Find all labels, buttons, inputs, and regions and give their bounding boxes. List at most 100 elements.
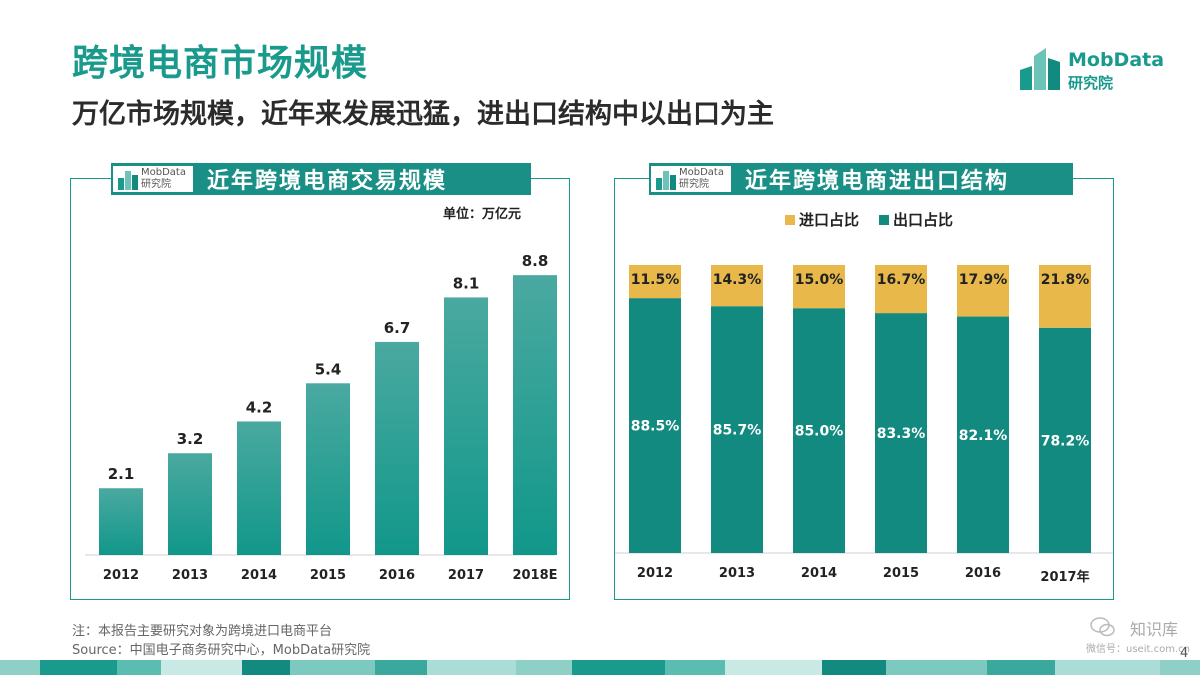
wechat-icon (1090, 617, 1115, 637)
panel-title: 近年跨境电商交易规模 (207, 169, 448, 194)
bar-value-label: 3.2 (177, 430, 204, 448)
page-subtitle: 万亿市场规模，近年来发展迅猛，进出口结构中以出口为主 (72, 99, 774, 130)
import-value-label: 15.0% (795, 272, 844, 288)
strip-segment (1160, 660, 1200, 675)
strip-segment (1055, 660, 1160, 675)
watermark-name: 知识库 (1130, 620, 1179, 639)
import-bar-2013 (711, 265, 763, 307)
strip-segment (40, 660, 117, 675)
panel-header: MobData研究院 近年跨境电商进出口结构 (649, 163, 1073, 195)
panel-brand: MobData研究院 (141, 167, 186, 190)
strip-segment (987, 660, 1055, 675)
export-bar-2012 (629, 298, 681, 553)
x-tick-label: 2015 (883, 566, 919, 581)
strip-segment (822, 660, 886, 675)
source-note: Source：中国电子商务研究中心，MobData研究院 (72, 643, 371, 658)
panel-logo: MobData研究院 (651, 166, 731, 192)
x-tick-label: 2014 (801, 566, 837, 581)
x-tick-label: 2013 (719, 566, 755, 581)
import-value-label: 16.7% (877, 272, 926, 288)
bottom-decor-strip (0, 660, 1200, 675)
export-bar-2013 (711, 306, 763, 553)
panel-logo: MobData研究院 (113, 166, 193, 192)
x-tick-label: 2012 (103, 568, 139, 583)
bar-value-label: 4.2 (246, 398, 273, 416)
export-value-label: 82.1% (959, 428, 1008, 444)
bar-value-label: 6.7 (384, 319, 411, 337)
strip-segment (665, 660, 725, 675)
strip-segment (242, 660, 290, 675)
x-tick-label: 2012 (637, 566, 673, 581)
import-value-label: 21.8% (1041, 272, 1090, 288)
watermark: 知识库 微信号：useit.com.cn (1086, 614, 1196, 655)
bar-value-label: 8.8 (522, 252, 549, 270)
export-value-label: 85.7% (713, 423, 762, 439)
logo-subtext: 研究院 (1068, 74, 1114, 92)
page-title: 跨境电商市场规模 (72, 43, 369, 84)
import-bar-2012 (629, 265, 681, 299)
panel-brand: MobData研究院 (679, 167, 724, 190)
x-tick-label: 2018E (512, 568, 557, 583)
export-bar-2016 (957, 316, 1009, 553)
strip-segment (572, 660, 665, 675)
legend-swatch (785, 215, 795, 225)
bar-2014 (237, 421, 281, 555)
panel-title: 近年跨境电商进出口结构 (745, 169, 1010, 194)
export-bar-2017年 (1039, 327, 1091, 553)
import-value-label: 14.3% (713, 272, 762, 288)
panel-import-export: MobData研究院 近年跨境电商进出口结构 进口占比 出口占比 88.5% 11.5… (614, 163, 1114, 600)
legend-label: 出口占比 (893, 211, 953, 229)
bar-value-label: 8.1 (453, 274, 480, 292)
bar-value-label: 5.4 (315, 360, 342, 378)
bar-value-label: 2.1 (108, 465, 135, 483)
strip-segment (161, 660, 242, 675)
import-bar-2017年 (1039, 265, 1091, 328)
trade-scale-chart: 2.1 2012 3.2 2013 4.2 2014 5.4 2015 6.7 2016 8.1 20… (85, 252, 558, 583)
watermark-url: 微信号：useit.com.cn (1086, 644, 1190, 655)
x-tick-label: 2015 (310, 568, 346, 583)
export-value-label: 78.2% (1041, 433, 1090, 449)
x-tick-label: 2017年 (1040, 569, 1089, 585)
panel-logo-icon (118, 171, 138, 190)
bar-2015 (306, 383, 350, 555)
import-bar-2015 (875, 265, 927, 314)
import-bar-2016 (957, 265, 1009, 317)
x-tick-label: 2014 (241, 568, 277, 583)
page-number: 4 (1180, 646, 1189, 661)
bar-2018E (513, 275, 557, 555)
export-value-label: 85.0% (795, 424, 844, 440)
strip-segment (886, 660, 987, 675)
logo-text: MobData (1068, 49, 1165, 71)
legend-swatch (879, 215, 889, 225)
export-value-label: 88.5% (631, 419, 680, 435)
bar-2016 (375, 341, 419, 555)
panel-trade-scale: MobData研究院 近年跨境电商交易规模 单位：万亿元 2.1 2012 3.2 2… (70, 163, 570, 600)
export-bar-2014 (793, 308, 845, 553)
strip-segment (0, 660, 40, 675)
panel-header: MobData研究院 近年跨境电商交易规模 (111, 163, 531, 195)
strip-segment (117, 660, 161, 675)
import-value-label: 17.9% (959, 272, 1008, 288)
logo-buildings-icon (1020, 48, 1060, 90)
mobdata-logo: MobData 研究院 (1016, 44, 1176, 96)
unit-label: 单位：万亿元 (443, 207, 522, 222)
x-tick-label: 2017 (448, 568, 484, 583)
strip-segment (725, 660, 822, 675)
strip-segment (516, 660, 572, 675)
x-tick-label: 2013 (172, 568, 208, 583)
strip-segment (427, 660, 516, 675)
strip-segment (290, 660, 375, 675)
import-value-label: 11.5% (631, 272, 680, 288)
export-bar-2015 (875, 313, 927, 553)
import-bar-2014 (793, 265, 845, 309)
import-export-chart: 进口占比 出口占比 88.5% 11.5% 2012 85.7% 14.3% 2013 85.0… (615, 211, 1113, 585)
bar-2017 (444, 297, 488, 555)
bar-2012 (99, 488, 143, 555)
export-value-label: 83.3% (877, 426, 926, 442)
legend-label: 进口占比 (799, 211, 859, 229)
x-tick-label: 2016 (965, 566, 1001, 581)
panel-logo-icon (656, 171, 676, 190)
bar-2013 (168, 453, 212, 555)
strip-segment (375, 660, 427, 675)
footnote: 注：本报告主要研究对象为跨境进口电商平台 (72, 624, 333, 639)
